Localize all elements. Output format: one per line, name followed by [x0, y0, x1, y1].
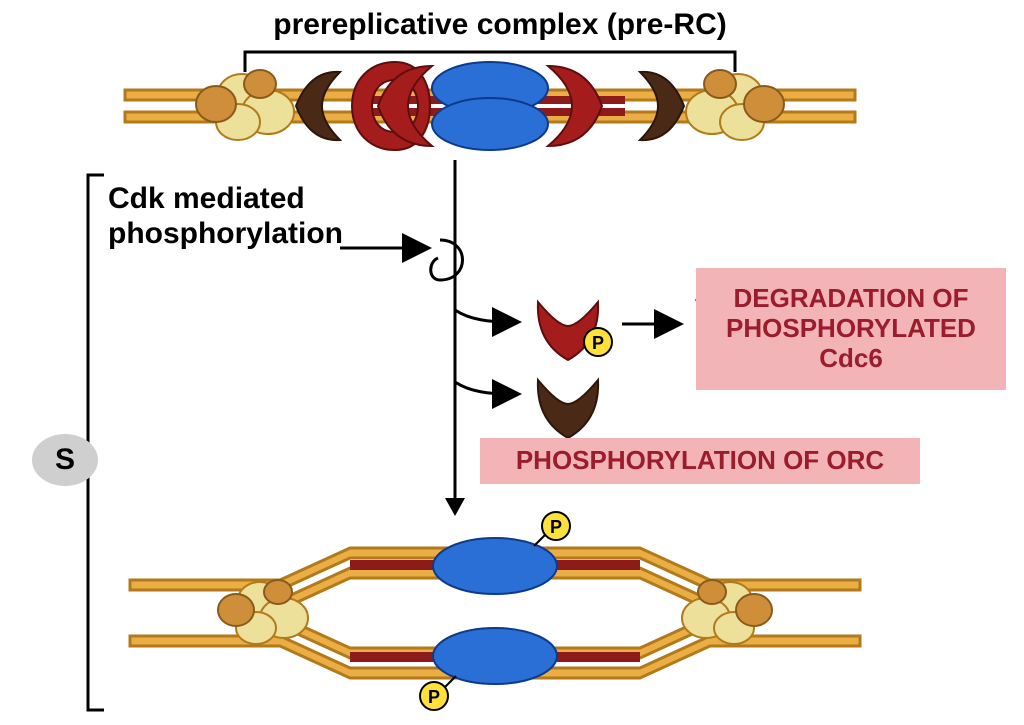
phosphate-bottom: P	[420, 676, 456, 710]
phase-s-badge: S	[32, 434, 98, 486]
orc-fork-bottom	[433, 628, 557, 684]
box-degradation: DEGRADATION OF PHOSPHORYLATED Cdc6	[696, 268, 1006, 390]
mcm-right	[686, 70, 784, 140]
svg-text:P: P	[550, 517, 562, 537]
phosphate-top: P	[534, 512, 570, 546]
released-cdt1	[538, 380, 598, 438]
replication-fork: P P	[130, 512, 860, 710]
svg-text:P: P	[428, 687, 440, 707]
cdt1-right	[640, 72, 684, 140]
orc-top	[432, 62, 548, 150]
released-cdc6: P	[538, 302, 612, 360]
branch-arrows	[455, 310, 510, 394]
main-arrow	[445, 160, 465, 516]
phosphate-label: P	[592, 333, 604, 353]
diagram-root: prereplicative complex (pre-RC)	[0, 0, 1024, 725]
mcm-left	[196, 70, 294, 140]
box-orc: PHOSPHORYLATION OF ORC	[480, 438, 920, 484]
orc-fork-top	[433, 538, 557, 594]
pre-rc-complex	[125, 62, 855, 150]
cdk-arrow	[340, 240, 463, 280]
cdt1-left	[296, 72, 340, 140]
cdc6-right-shape	[548, 66, 602, 146]
cdk-label: Cdk mediated phosphorylation	[108, 182, 343, 251]
